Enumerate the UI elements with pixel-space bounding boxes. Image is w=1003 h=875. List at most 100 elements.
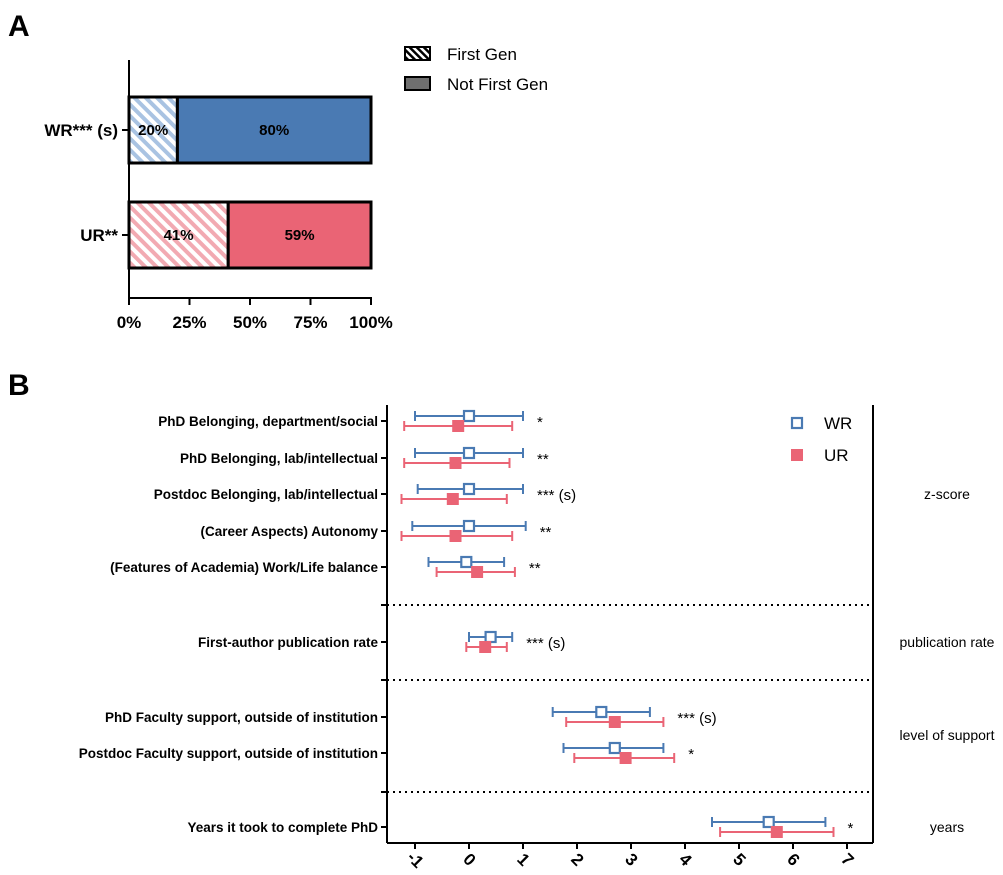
row-8-significance: *: [688, 746, 694, 763]
panel-b-group-labels: z-score publication rate level of support y…: [900, 486, 995, 835]
x-tick-label-2: 2: [567, 850, 587, 870]
row-3-label: Postdoc Belonging, lab/intellectual: [154, 487, 378, 502]
x-tick-label-100: 100%: [349, 313, 392, 332]
x-tick-label-5: 5: [729, 850, 749, 870]
panel-a-plot-area: 20% 80% 41% 59%: [127, 95, 373, 270]
group-label-z-score: z-score: [924, 486, 970, 502]
x-tick-label-75: 75%: [293, 313, 327, 332]
row-4-label: (Career Aspects) Autonomy: [200, 524, 378, 539]
panel-a-x-axis: WR*** (s) UR** 0% 25% 50% 75% 100%: [44, 60, 393, 332]
panel-a-letter: A: [8, 10, 30, 43]
group-label-years: years: [930, 819, 964, 835]
row-5-wr-point: [427, 555, 506, 569]
legend-item-first-gen: First Gen: [404, 45, 517, 64]
row-6-wr-marker: [484, 630, 497, 644]
row-9-ur-point: [719, 826, 835, 838]
panel-b: B WR UR ****** (s)******* (s)*** (s)** P…: [8, 369, 995, 872]
panel-b-plot-area: ****** (s)******* (s)*** (s)**: [387, 409, 873, 838]
row-7-ur-marker: [608, 716, 621, 728]
bar-wr-not-first-gen: [175, 95, 373, 165]
row-1-ur-marker: [452, 420, 465, 432]
x-tick-label-6: 6: [783, 850, 803, 870]
row-4-wr-point: [411, 519, 527, 533]
x-tick-label-3: 3: [621, 850, 641, 870]
row-1-label: PhD Belonging, department/social: [158, 414, 378, 429]
row-2-wr-point: [414, 446, 524, 460]
row-6-label: First-author publication rate: [198, 635, 379, 650]
x-tick-label-25: 25%: [172, 313, 206, 332]
legend-label-ur: UR: [824, 446, 849, 465]
panel-a: A First Gen Not First Gen 20% 80% 41% 59% W…: [8, 10, 548, 332]
row-5-significance: **: [529, 560, 541, 577]
legend-swatch-first-gen: [404, 46, 431, 61]
x-tick-label-50: 50%: [233, 313, 267, 332]
row-2-significance: **: [537, 451, 549, 468]
x-tick-label-4: 4: [675, 850, 696, 871]
row-9-ur-marker: [770, 826, 783, 838]
x-tick-label-1: 1: [513, 850, 533, 870]
row-7-ur-point: [565, 716, 665, 728]
row-7-wr-marker: [595, 705, 608, 719]
legend-label-first-gen: First Gen: [447, 45, 517, 64]
bar-label-ur-first-gen: 41%: [164, 227, 194, 244]
row-5-wr-marker: [460, 555, 473, 569]
row-1-wr-marker: [462, 409, 476, 423]
legend-swatch-not-first-gen: [404, 76, 431, 91]
bar-label-wr-not-first-gen: 80%: [259, 122, 289, 139]
legend-label-not-first-gen: Not First Gen: [447, 75, 548, 94]
x-tick-label-0: 0%: [117, 313, 142, 332]
group-label-publication-rate: publication rate: [900, 634, 995, 650]
row-1-significance: *: [537, 414, 543, 431]
row-3-wr-point: [416, 482, 524, 496]
row-7-label: PhD Faculty support, outside of institut…: [105, 710, 378, 725]
row-3-ur-marker: [446, 493, 459, 505]
row-2-wr-marker: [462, 446, 476, 460]
row-6-ur-marker: [479, 641, 492, 653]
x-tick-label-7: 7: [837, 850, 857, 870]
row-4-significance: **: [540, 524, 552, 541]
row-2-ur-marker: [449, 457, 462, 469]
category-label-wr: WR*** (s): [44, 121, 118, 140]
row-5-label: (Features of Academia) Work/Life balance: [110, 560, 378, 575]
x-tick-label-0: 0: [459, 850, 479, 870]
row-7-wr-point: [551, 705, 651, 719]
row-9-wr-point: [711, 815, 827, 829]
row-2-ur-point: [403, 457, 511, 469]
row-8-wr-point: [562, 741, 665, 755]
row-5-ur-point: [435, 566, 516, 578]
row-4-wr-marker: [462, 519, 476, 533]
row-3-ur-point: [400, 493, 508, 505]
row-8-ur-point: [573, 752, 676, 764]
row-1-ur-point: [403, 420, 514, 432]
panel-a-legend: First Gen Not First Gen: [404, 45, 548, 94]
row-3-significance: *** (s): [537, 487, 576, 504]
row-8-label: Postdoc Faculty support, outside of inst…: [79, 746, 378, 761]
bar-ur-first-gen: [127, 200, 230, 270]
row-7-significance: *** (s): [677, 710, 716, 727]
panel-b-x-axis: PhD Belonging, department/social PhD Belo…: [79, 405, 874, 872]
panel-b-legend: WR UR: [790, 414, 852, 465]
x-tick-label-1: -1: [403, 848, 427, 872]
row-1-wr-point: [414, 409, 524, 423]
legend-item-wr: WR: [790, 414, 852, 433]
bar-label-ur-not-first-gen: 59%: [285, 227, 315, 244]
row-8-wr-marker: [608, 741, 621, 755]
row-9-label: Years it took to complete PhD: [187, 820, 378, 835]
row-2-label: PhD Belonging, lab/intellectual: [180, 451, 378, 466]
legend-marker-wr: [790, 416, 804, 430]
row-9-significance: *: [848, 820, 854, 837]
row-6-significance: *** (s): [526, 635, 565, 652]
legend-marker-ur: [791, 449, 803, 461]
row-4-ur-marker: [449, 530, 462, 542]
legend-label-wr: WR: [824, 414, 852, 433]
row-8-ur-marker: [619, 752, 632, 764]
row-6-wr-point: [468, 630, 514, 644]
bar-label-wr-first-gen: 20%: [138, 122, 168, 139]
legend-item-ur: UR: [791, 446, 849, 465]
panel-b-letter: B: [8, 369, 30, 402]
row-6-ur-point: [465, 641, 508, 653]
legend-item-not-first-gen: Not First Gen: [404, 75, 548, 94]
group-label-level-of-support: level of support: [900, 727, 995, 743]
row-3-wr-marker: [462, 482, 476, 496]
